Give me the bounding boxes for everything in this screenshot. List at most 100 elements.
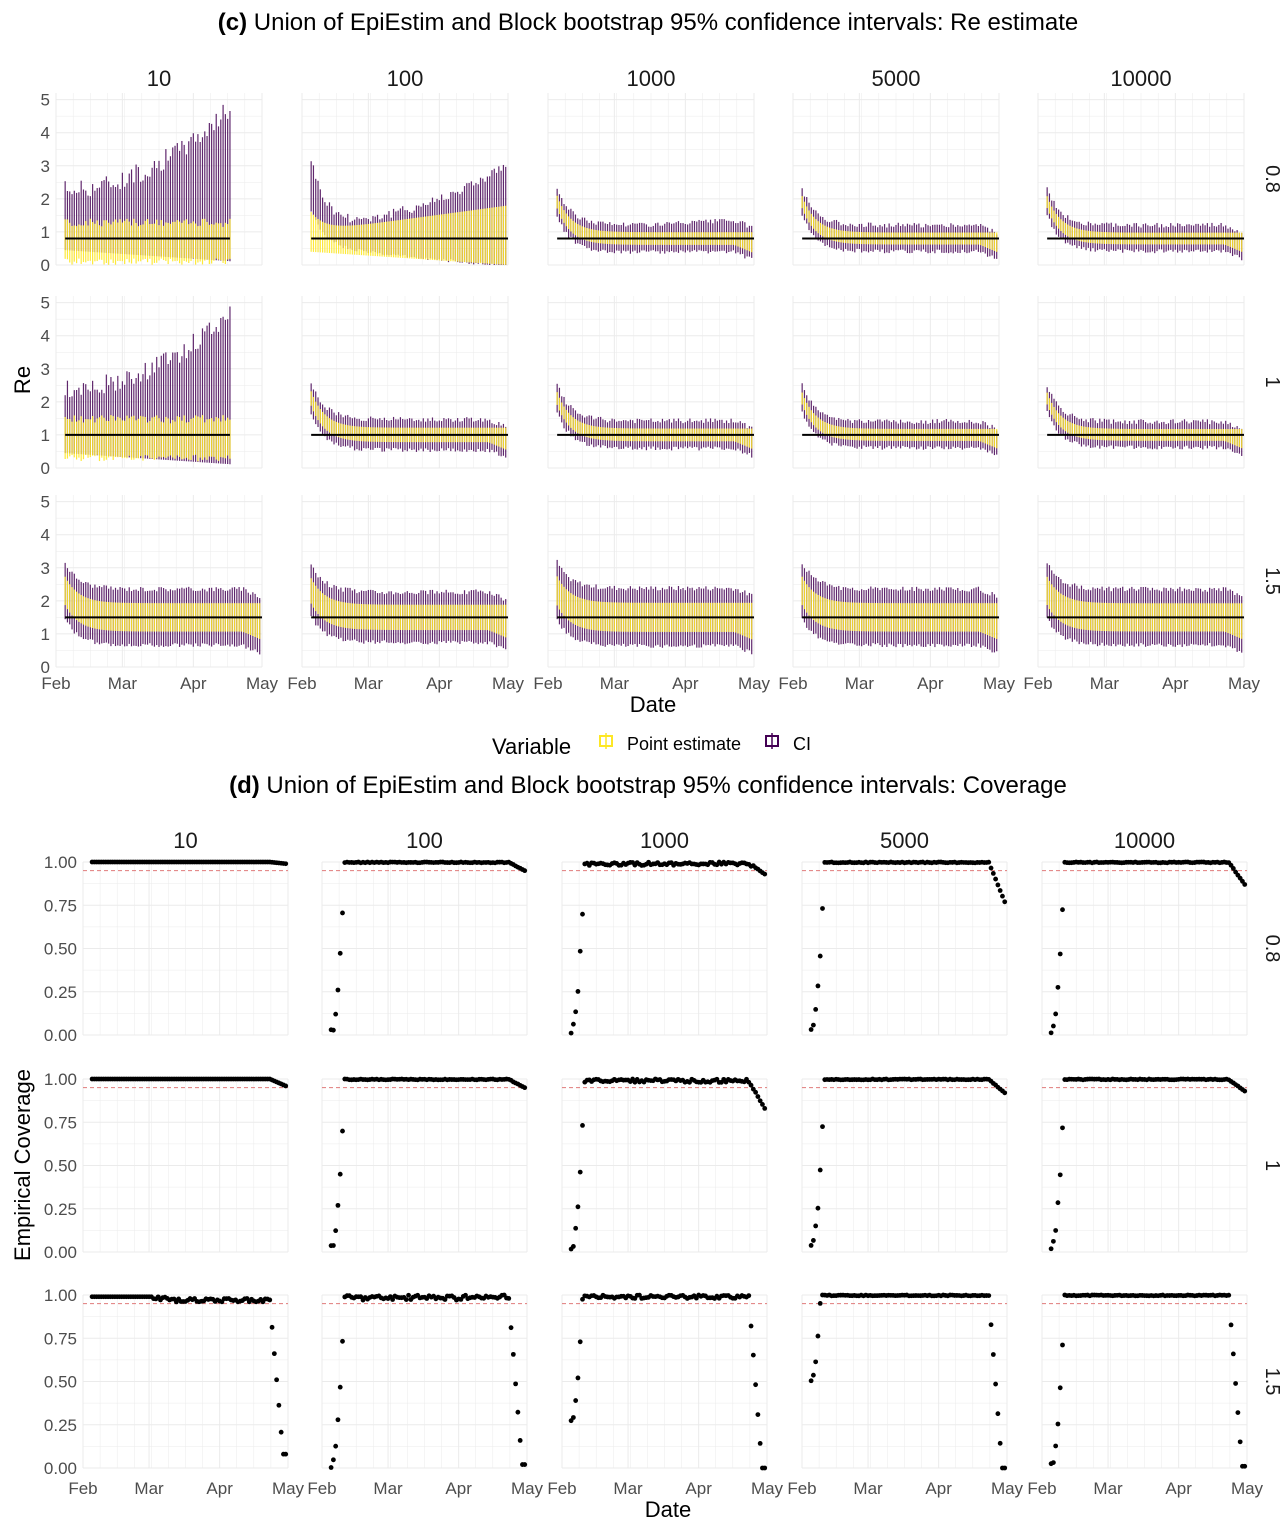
chart-c-y-label: Re (10, 366, 35, 394)
chart-c-y-tick: 4 (41, 526, 50, 545)
chart-d-x-tick: Feb (68, 1479, 97, 1498)
chart-d-coverage-point (746, 1293, 752, 1299)
chart-c-panel-10-0.8 (55, 93, 263, 266)
chart-c-strip-col-10000: 10000 (1110, 66, 1171, 91)
chart-d-coverage-point (1060, 907, 1065, 913)
chart-d-coverage-point (333, 1228, 339, 1234)
chart-d-y-tick: 1.00 (44, 1070, 77, 1089)
chart-c-y-tick: 5 (41, 91, 50, 110)
chart-d-panel-10000-1.5 (1041, 1292, 1248, 1469)
chart-d-coverage-point (340, 910, 345, 916)
chart-d-coverage-point (986, 1293, 992, 1299)
chart-d-strip-col-100: 100 (406, 828, 443, 853)
chart-c-x-tick: May (738, 674, 771, 693)
chart-d-coverage-point (283, 1083, 289, 1089)
chart-d-coverage-point (580, 911, 585, 917)
chart-d-coverage-point (1002, 1465, 1008, 1471)
chart-d-coverage-point (815, 1333, 821, 1339)
chart-d-coverage-point (522, 868, 528, 874)
chart-d-coverage-point (269, 1324, 275, 1330)
chart-d-coverage-point (1228, 1322, 1234, 1328)
chart-d-coverage-point (335, 1417, 341, 1423)
chart-d-x-tick: Apr (445, 1479, 472, 1498)
chart-c-x-tick: Mar (1090, 674, 1120, 693)
chart-c-x-tick: Feb (778, 674, 807, 693)
chart-c-x-tick: Mar (354, 674, 384, 693)
chart-c-strip-col-5000: 5000 (872, 66, 921, 91)
chart-c-x-tick: Mar (845, 674, 875, 693)
chart-d-coverage-point (753, 1089, 759, 1095)
chart-d-coverage-point (522, 1462, 528, 1467)
chart-d-coverage-point (986, 859, 992, 865)
chart-d-y-tick: 0.00 (44, 1026, 77, 1045)
chart-c-panel-1000-1 (547, 296, 755, 469)
chart-d-coverage-point (1053, 1443, 1059, 1449)
chart-d-coverage-point (993, 1381, 999, 1387)
chart-d-panel-10000-1 (1041, 1076, 1248, 1253)
chart-d-coverage-point (995, 882, 1001, 888)
chart-d-x-label: Date (645, 1497, 691, 1522)
chart-d-x-tick: Mar (853, 1479, 883, 1498)
chart-c-panel-10-1.5 (55, 495, 263, 668)
chart-d-coverage-point (1057, 1385, 1063, 1391)
chart-c-y-tick: 4 (41, 124, 50, 143)
chart-d-y-tick: 0.00 (44, 1243, 77, 1262)
chart-d-panel-1000-1 (561, 1076, 768, 1253)
chart-d-x-tick: May (511, 1479, 544, 1498)
chart-d-x-tick: Feb (307, 1479, 336, 1498)
chart-d-coverage-point (993, 876, 999, 882)
chart-c-panel-5000-1 (792, 296, 1000, 469)
chart-c-panel-100-1.5 (301, 495, 509, 668)
chart-d-coverage-point (570, 1021, 576, 1027)
chart-d-coverage-point (995, 1411, 1001, 1417)
chart-d-coverage-point (577, 1339, 583, 1345)
chart-c-title: (c) Union of EpiEstim and Block bootstra… (218, 9, 1078, 36)
chart-d-coverage-point (1242, 1463, 1248, 1469)
chart-d-coverage-point (755, 1412, 761, 1418)
chart-d-coverage-point (283, 1451, 289, 1457)
chart-d-y-label: Empirical Coverage (10, 1069, 35, 1261)
chart-c-legend-entry: Point estimate (627, 734, 741, 754)
chart-d-coverage-point (817, 1167, 823, 1173)
chart-d-strip-col-5000: 5000 (880, 828, 929, 853)
chart-d-coverage-point (283, 861, 289, 867)
chart-c-legend-title: Variable (492, 734, 571, 759)
chart-d-x-tick: Feb (547, 1479, 576, 1498)
chart-d-strip-col-1000: 1000 (640, 828, 689, 853)
chart-c-y-tick: 2 (41, 190, 50, 209)
chart-c-y-tick: 0 (41, 658, 50, 677)
chart-d-coverage-point (748, 1323, 754, 1329)
chart-c-x-tick: Apr (1162, 674, 1189, 693)
chart-c-panel-1000-1.5 (547, 495, 755, 668)
chart-c-panel-1000-0.8 (547, 93, 755, 266)
chart-d-coverage-point (570, 1244, 576, 1249)
chart-d-coverage-point (1002, 1090, 1008, 1096)
chart-d-coverage-point (1002, 899, 1008, 905)
chart-d-strip-row-1: 1 (1261, 1160, 1283, 1171)
chart-d-coverage-point (762, 871, 768, 877)
chart-d-x-tick: May (991, 1479, 1024, 1498)
chart-d-coverage-point (337, 950, 343, 956)
chart-d-x-tick: Apr (685, 1479, 712, 1498)
chart-c-strip-col-1000: 1000 (627, 66, 676, 91)
chart-d-coverage-point (358, 1294, 364, 1300)
chart-c-x-tick: Apr (672, 674, 699, 693)
chart-d-coverage-point (1060, 1125, 1065, 1131)
chart-d-coverage-point (515, 1409, 521, 1415)
chart-d-coverage-point (815, 1205, 821, 1211)
chart-d-coverage-point (810, 1372, 816, 1378)
chart-d-panel-100-1.5 (321, 1292, 528, 1470)
chart-d-coverage-point (274, 1377, 280, 1383)
chart-d-strip-row-0.8: 0.8 (1261, 935, 1283, 963)
chart-d-coverage-point (267, 1297, 273, 1303)
chart-d-coverage-point (1233, 1381, 1239, 1386)
chart-d-coverage-point (808, 1378, 814, 1384)
chart-d-coverage-point (575, 1375, 581, 1381)
chart-d-coverage-point (808, 1027, 814, 1032)
chart-d-coverage-point (517, 1438, 523, 1443)
chart-d-y-tick: 0.75 (44, 1329, 77, 1348)
chart-d-coverage-point (406, 1292, 411, 1298)
chart-d-coverage-point (813, 1007, 819, 1012)
chart-d-coverage-point (328, 1465, 334, 1470)
